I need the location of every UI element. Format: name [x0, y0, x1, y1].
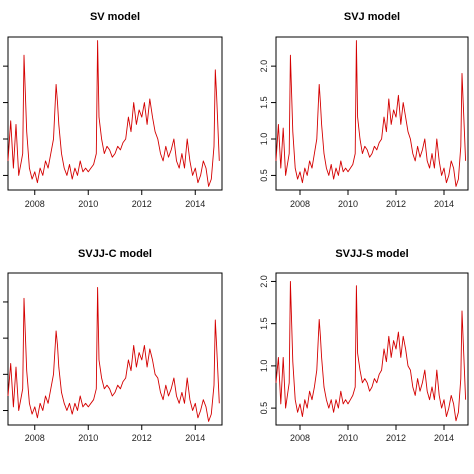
x-tick-label: 2012: [386, 433, 406, 443]
series-line: [275, 40, 467, 187]
x-tick-label: 2010: [78, 199, 98, 209]
x-tick-label: 2010: [338, 433, 358, 443]
y-tick-label: 0.5: [259, 169, 269, 182]
series-line: [7, 40, 220, 187]
plot-frame: [275, 36, 469, 191]
x-tick-label: 2010: [338, 199, 358, 209]
panel-title: SV model: [90, 11, 140, 23]
panel-1: SV model 2008 2010 2012 2014: [3, 11, 223, 209]
panel-3: SVJJ-C model 2008 2010 2012 2014: [3, 248, 223, 443]
series-line: [275, 280, 467, 422]
x-tick-label: 2012: [132, 433, 152, 443]
y-tick-label: 0.5: [259, 402, 269, 415]
x-tick-label: 2012: [132, 199, 152, 209]
y-tick-label: 2.0: [259, 60, 269, 73]
y-tick-label: 2.0: [259, 275, 269, 288]
plot-frame: [7, 36, 223, 191]
x-tick-label: 2008: [25, 433, 45, 443]
x-tick-label: 2010: [78, 433, 98, 443]
y-tick-label: 1.0: [259, 133, 269, 146]
x-tick-label: 2008: [290, 433, 310, 443]
plot-frame: [7, 272, 223, 426]
panel-title: SVJJ-C model: [78, 248, 152, 260]
x-tick-label: 2008: [290, 199, 310, 209]
y-tick-label: 1.0: [259, 360, 269, 373]
x-tick-label: 2014: [434, 433, 454, 443]
x-tick-label: 2014: [185, 199, 205, 209]
series-line: [7, 287, 220, 422]
x-tick-label: 2008: [25, 199, 45, 209]
y-tick-label: 1.5: [259, 96, 269, 109]
panel-2: SVJ model 2008 2010 2012 2014 0.5 1.0 1.5 2.0: [259, 11, 469, 209]
panel-title: SVJJ-S model: [335, 248, 408, 260]
panel-title: SVJ model: [344, 11, 400, 23]
plot-frame: [275, 272, 469, 426]
x-tick-label: 2014: [185, 433, 205, 443]
panel-4: SVJJ-S model 2008 2010 2012 2014 0.5 1.0 1.5 2.0: [259, 248, 469, 443]
x-tick-label: 2014: [434, 199, 454, 209]
x-tick-label: 2012: [386, 199, 406, 209]
y-tick-label: 1.5: [259, 317, 269, 330]
